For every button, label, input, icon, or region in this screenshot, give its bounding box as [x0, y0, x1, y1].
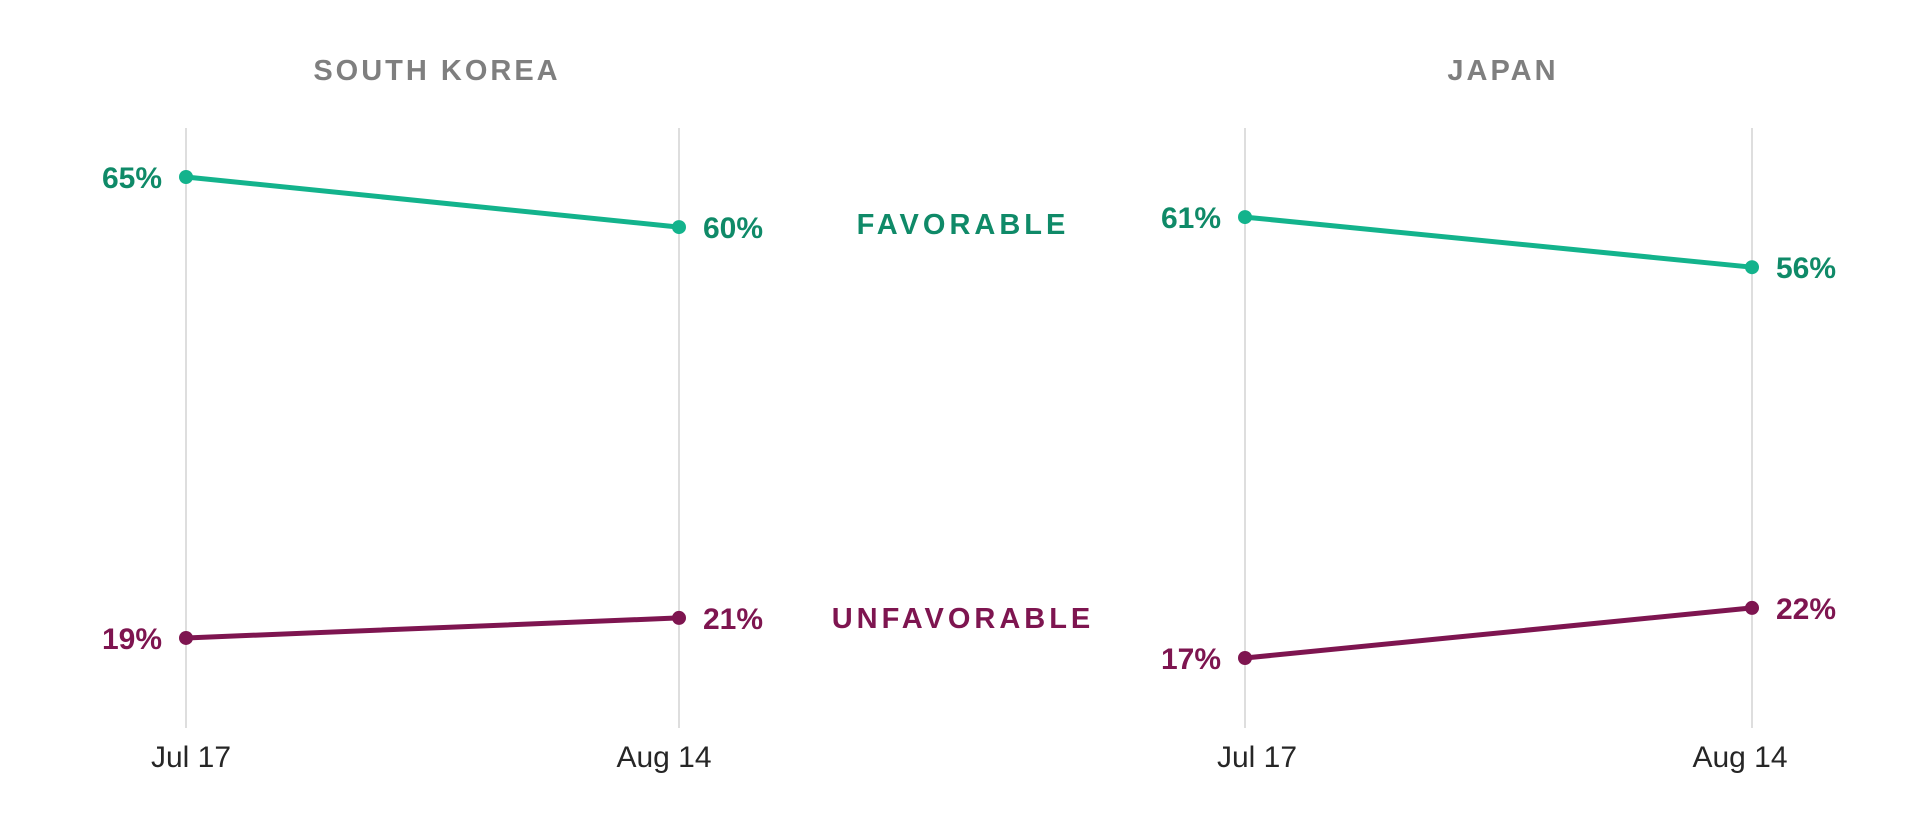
data-point-unfavorable-aug-14 [1745, 600, 1759, 615]
data-point-favorable-aug-14 [1745, 260, 1759, 275]
data-point-unfavorable-jul-17 [179, 630, 193, 645]
x-tick-label-jul-17: Jul 17 [151, 741, 231, 774]
series-label-favorable: FAVORABLE [857, 209, 1070, 241]
panel-south-korea: SOUTH KOREA 65% 60% 19% 21% Jul 17 Aug 14 [102, 55, 763, 774]
data-label-favorable-jul-17: 61% [1161, 202, 1221, 235]
data-label-favorable-aug-14: 60% [703, 212, 763, 245]
x-tick-label-aug-14: Aug 14 [616, 741, 711, 774]
data-label-favorable-jul-17: 65% [102, 162, 162, 195]
panel-japan: JAPAN 61% 56% 17% 22% Jul 17 Aug 14 [1161, 55, 1836, 774]
data-label-unfavorable-aug-14: 21% [703, 603, 763, 636]
data-label-unfavorable-jul-17: 17% [1161, 643, 1221, 676]
data-label-unfavorable-aug-14: 22% [1776, 593, 1836, 626]
series-line-favorable [183, 174, 682, 230]
series-line-favorable [1242, 214, 1755, 270]
data-label-favorable-aug-14: 56% [1776, 252, 1836, 285]
series-line-unfavorable [183, 615, 682, 641]
data-point-unfavorable-aug-14 [672, 610, 686, 625]
data-point-favorable-aug-14 [672, 220, 686, 235]
series-label-unfavorable: UNFAVORABLE [832, 603, 1095, 635]
panel-title: SOUTH KOREA [313, 55, 560, 87]
data-point-favorable-jul-17 [179, 170, 193, 184]
x-tick-label-aug-14: Aug 14 [1692, 741, 1787, 774]
data-label-unfavorable-jul-17: 19% [102, 623, 162, 656]
data-point-unfavorable-jul-17 [1238, 651, 1252, 665]
panel-title: JAPAN [1447, 55, 1558, 87]
series-line-unfavorable [1242, 605, 1755, 661]
data-point-favorable-jul-17 [1238, 210, 1252, 225]
x-tick-label-jul-17: Jul 17 [1217, 741, 1297, 774]
series-labels: FAVORABLE UNFAVORABLE [832, 209, 1095, 635]
